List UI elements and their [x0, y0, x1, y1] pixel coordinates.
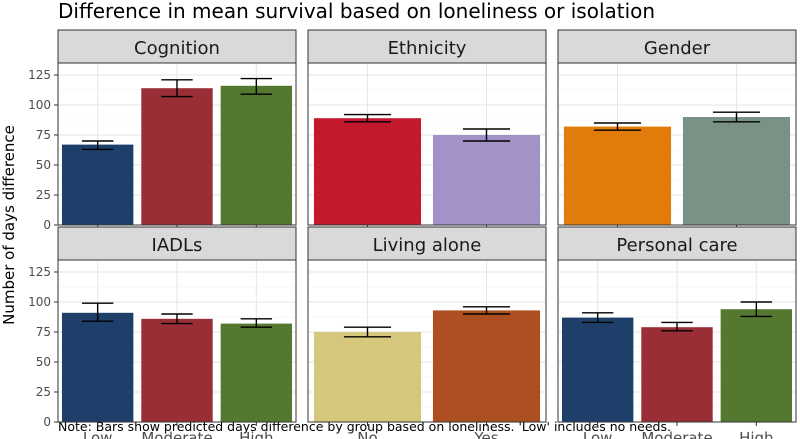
panel-gender: GenderFemaleMale	[557, 29, 797, 250]
error-bar	[343, 113, 392, 123]
x-tick-label: Moderate	[141, 429, 212, 439]
error-bar	[740, 301, 773, 318]
bar-moderate	[141, 318, 213, 422]
panel-strip-label: Cognition	[134, 38, 220, 59]
chart-title: Difference in mean survival based on lon…	[58, 0, 655, 23]
y-tick-label: 125	[28, 265, 51, 279]
error-bar	[240, 318, 273, 328]
x-tick-label: No	[357, 429, 377, 439]
panel-strip-label: Living alone	[373, 235, 482, 256]
bar-high	[220, 323, 293, 422]
y-tick-label: 0	[43, 218, 51, 232]
error-bar	[161, 79, 193, 98]
bar-male	[682, 117, 791, 225]
y-tick-label: 0	[43, 415, 51, 429]
panel-border	[557, 62, 797, 226]
panel-strip-label: Gender	[644, 38, 711, 59]
x-tick-label: Yes	[473, 429, 498, 439]
panel-cognition: CognitionLowModerateHigh0255075100125	[28, 29, 297, 250]
error-bar	[81, 302, 114, 322]
panel-personal-care: Personal care Low Moderate High	[557, 226, 797, 439]
panel-strip	[557, 29, 797, 64]
bar-low	[61, 144, 134, 225]
panel-border	[307, 62, 547, 226]
panel-border	[307, 259, 547, 423]
error-bar	[81, 140, 114, 151]
panels-group: Cognition Low Moderate High 0 25 50 75 100 125 Eth…	[28, 29, 797, 439]
bar-no	[313, 332, 422, 422]
x-tick-label: Low	[583, 429, 613, 439]
y-tick-label: 50	[36, 158, 51, 172]
bar-low	[61, 312, 134, 422]
bar-white	[313, 118, 422, 225]
error-bar	[343, 326, 392, 338]
y-tick-label: 75	[36, 128, 51, 142]
chart-note: Note: Bars show predicted days differenc…	[58, 419, 671, 434]
y-tick-label: 25	[36, 385, 51, 399]
panel-strip-label: IADLs	[152, 235, 203, 256]
bar-female	[563, 126, 672, 225]
x-tick-label: Low	[83, 429, 113, 439]
y-tick-label: 100	[28, 98, 51, 112]
panel-strip	[57, 226, 297, 261]
error-bar	[712, 111, 761, 123]
y-tick-label: 75	[36, 325, 51, 339]
panel-strip-label: Personal care	[616, 235, 737, 256]
bar-high	[220, 85, 293, 225]
panel-strip	[307, 29, 547, 64]
error-bar	[240, 77, 273, 95]
panel-strip-label: Ethnicity	[388, 38, 467, 59]
bar-yes	[432, 310, 541, 422]
x-tick-label: High	[739, 429, 773, 439]
x-tick-label: High	[239, 429, 273, 439]
panel-strip	[57, 29, 297, 64]
panel-iadls: IADLs Low Moderate High 0 25 50 75 100 125	[28, 226, 297, 439]
x-tick-label: Moderate	[641, 429, 712, 439]
error-bar	[462, 128, 511, 142]
error-bar	[581, 312, 614, 324]
y-tick-label: 100	[28, 295, 51, 309]
y-axis-label: Number of days difference	[0, 125, 18, 325]
y-tick-label: 125	[28, 68, 51, 82]
bar-high	[720, 309, 793, 422]
error-bar	[161, 313, 193, 325]
y-tick-label: 50	[36, 355, 51, 369]
bar-non-white	[432, 135, 541, 225]
panel-ethnicity: EthnicityWhiteNon-white	[307, 29, 547, 250]
error-bar	[462, 306, 511, 315]
error-bar	[593, 122, 642, 131]
y-tick-label: 25	[36, 188, 51, 202]
bar-moderate	[141, 88, 213, 225]
panel-living-alone: Living alone No Yes	[307, 226, 547, 439]
error-bar	[661, 321, 693, 332]
bar-moderate	[641, 327, 713, 422]
panel-strip	[557, 226, 797, 261]
bar-low	[561, 317, 634, 422]
